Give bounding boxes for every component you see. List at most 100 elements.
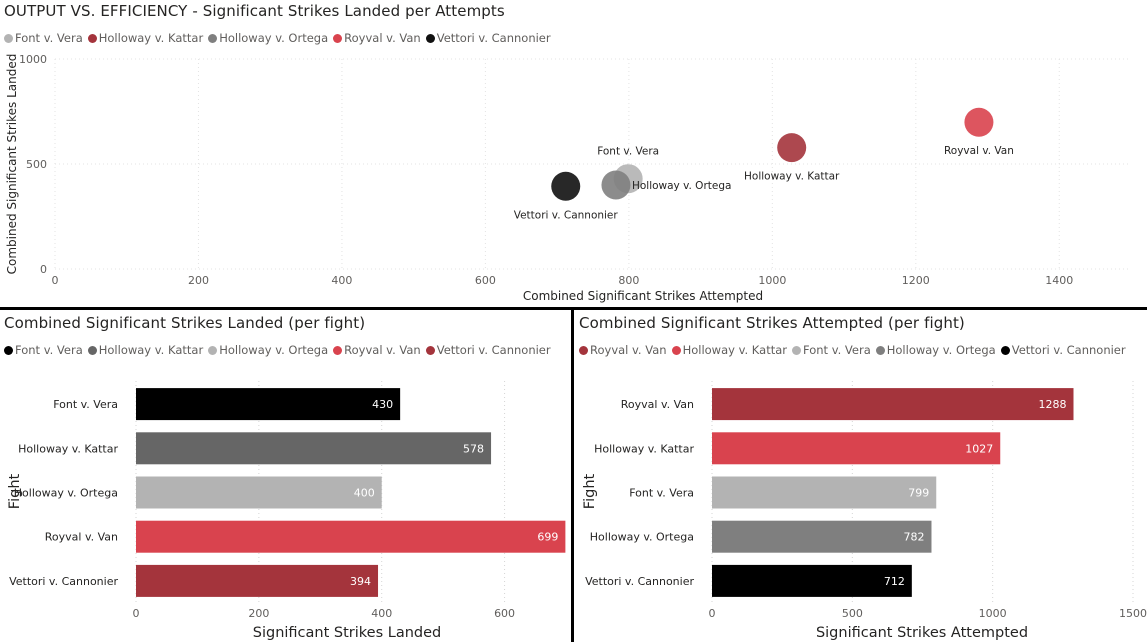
bar — [712, 476, 937, 509]
legend-label: Holloway v. Ortega — [219, 343, 329, 357]
bar — [712, 432, 1001, 465]
scatter-point — [551, 171, 581, 201]
bar-value-label: 782 — [903, 531, 924, 544]
bar — [712, 520, 932, 553]
legend-label: Holloway v. Ortega — [219, 31, 329, 45]
y-tick-label: 0 — [40, 263, 47, 276]
legend-dot-icon — [4, 33, 13, 43]
legend-dot-icon — [792, 345, 801, 355]
category-label: Holloway v. Kattar — [594, 442, 694, 455]
legend-label: Holloway v. Kattar — [98, 343, 204, 357]
x-tick-label: 600 — [475, 274, 496, 287]
y-axis-title: Fight — [582, 473, 598, 509]
legend-item[interactable]: Holloway v. Ortega — [208, 343, 328, 357]
x-tick-label: 0 — [52, 274, 59, 287]
legend-label: Holloway v. Kattar — [682, 343, 787, 357]
bar — [136, 564, 379, 597]
bar-value-label: 400 — [354, 487, 375, 500]
bar — [712, 564, 912, 597]
category-label: Holloway v. Kattar — [18, 442, 118, 455]
legend-dot-icon — [425, 33, 435, 43]
bar-value-label: 430 — [372, 398, 393, 411]
legend-item[interactable]: Holloway v. Ortega — [875, 343, 996, 357]
legend-dot-icon — [579, 345, 588, 355]
legend-label: Royval v. Van — [344, 31, 421, 45]
y-axis-title: Combined Significant Strikes Landed — [5, 54, 19, 275]
point-label: Font v. Vera — [597, 146, 659, 158]
legend-item[interactable]: Holloway v. Kattar — [671, 343, 787, 357]
landed-panel: Combined Significant Strikes Landed (per… — [0, 312, 571, 642]
legend-dot-icon — [1000, 345, 1010, 355]
attempted-panel: Combined Significant Strikes Attempted (… — [575, 312, 1147, 642]
legend-item[interactable]: Font v. Vera — [792, 343, 871, 357]
legend-dot-icon — [333, 345, 343, 355]
bar-value-label: 699 — [537, 531, 558, 544]
legend-dot-icon — [425, 345, 435, 355]
y-axis-title: Fight — [7, 473, 23, 509]
x-axis-title: Significant Strikes Attempted — [816, 625, 1028, 641]
bar-value-label: 578 — [463, 442, 484, 455]
legend-label: Holloway v. Kattar — [98, 31, 204, 45]
x-tick-label: 200 — [248, 607, 269, 620]
legend-item[interactable]: Holloway v. Kattar — [87, 343, 204, 357]
bar-value-label: 1288 — [1038, 398, 1066, 411]
landed-title: Combined Significant Strikes Landed (per… — [4, 314, 366, 332]
y-tick-label: 1000 — [19, 53, 47, 66]
bar — [136, 388, 401, 421]
landed-bar-chart: 0 200 400 600 Font v. Vera 430 Holloway v. Kat… — [7, 381, 566, 641]
legend-dot-icon — [87, 33, 97, 43]
x-tick-label: 500 — [842, 607, 863, 620]
legend-label: Royval v. Van — [344, 343, 421, 357]
attempted-legend: Royval v. Van Holloway v. Kattar Font v. V… — [579, 343, 1131, 357]
legend-dot-icon — [208, 345, 218, 355]
legend-label: Royval v. Van — [590, 343, 667, 357]
y-tick-label: 500 — [26, 158, 47, 171]
category-label: Royval v. Van — [45, 531, 118, 544]
legend-dot-icon — [208, 33, 218, 43]
legend-item[interactable]: Vettori v. Cannonier — [1000, 343, 1126, 357]
x-tick-label: 400 — [371, 607, 392, 620]
point-label: Holloway v. Kattar — [744, 171, 840, 183]
x-tick-label: 0 — [709, 607, 716, 620]
horizontal-divider — [0, 307, 1147, 310]
bar — [712, 388, 1074, 421]
legend-item[interactable]: Vettori v. Cannonier — [425, 31, 551, 45]
category-label: Vettori v. Cannonier — [585, 575, 694, 588]
x-tick-label: 1000 — [758, 274, 786, 287]
legend-dot-icon — [671, 345, 681, 355]
x-tick-label: 800 — [618, 274, 639, 287]
bar-value-label: 799 — [908, 487, 929, 500]
legend-label: Vettori v. Cannonier — [436, 343, 551, 357]
legend-item[interactable]: Royval v. Van — [333, 31, 421, 45]
landed-legend: Font v. Vera Holloway v. Kattar Holloway v… — [4, 343, 556, 357]
category-label: Holloway v. Ortega — [14, 487, 118, 500]
legend-label: Holloway v. Ortega — [886, 343, 996, 357]
legend-label: Font v. Vera — [803, 343, 871, 357]
bar-value-label: 394 — [350, 575, 371, 588]
scatter-point — [601, 170, 631, 200]
legend-item[interactable]: Holloway v. Ortega — [208, 31, 328, 45]
scatter-point — [964, 107, 994, 137]
x-axis-title: Significant Strikes Landed — [253, 625, 441, 641]
legend-item[interactable]: Font v. Vera — [4, 343, 83, 357]
x-tick-label: 1400 — [1045, 274, 1073, 287]
legend-item[interactable]: Royval v. Van — [579, 343, 667, 357]
bar — [136, 520, 566, 553]
x-tick-label: 400 — [331, 274, 352, 287]
legend-label: Vettori v. Cannonier — [436, 31, 551, 45]
x-tick-label: 1200 — [902, 274, 930, 287]
legend-dot-icon — [4, 345, 13, 355]
legend-item[interactable]: Royval v. Van — [333, 343, 421, 357]
legend-item[interactable]: Holloway v. Kattar — [87, 31, 204, 45]
x-tick-label: 200 — [188, 274, 209, 287]
category-label: Font v. Vera — [53, 398, 118, 411]
bar — [136, 476, 382, 509]
point-label: Holloway v. Ortega — [632, 180, 731, 192]
legend-dot-icon — [875, 345, 885, 355]
bar-value-label: 712 — [884, 575, 905, 588]
legend-item[interactable]: Vettori v. Cannonier — [425, 343, 551, 357]
legend-item[interactable]: Font v. Vera — [4, 31, 83, 45]
x-tick-label: 0 — [133, 607, 140, 620]
legend-label: Font v. Vera — [15, 343, 83, 357]
bar-value-label: 1027 — [965, 442, 993, 455]
